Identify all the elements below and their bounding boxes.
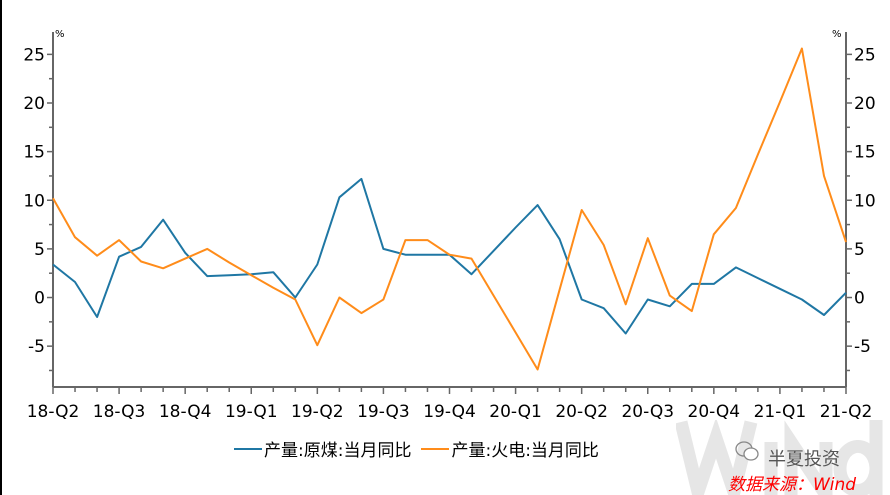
left-y-tick-label: 5 <box>34 240 45 260</box>
left-y-tick-label: 20 <box>23 94 45 114</box>
legend-swatch-coal <box>234 447 262 450</box>
brand-label: 半夏投资 <box>768 449 840 470</box>
x-tick-label: 21-Q1 <box>754 402 807 422</box>
x-tick-label: 19-Q4 <box>423 402 476 422</box>
left-y-tick-label: -5 <box>28 337 45 357</box>
x-tick-label: 19-Q3 <box>357 402 410 422</box>
legend: 产量:原煤:当月同比 产量:火电:当月同比 <box>234 436 609 461</box>
left-y-tick-label: 0 <box>34 289 45 309</box>
x-tick-label: 19-Q2 <box>291 402 344 422</box>
legend-label-coal: 产量:原煤:当月同比 <box>264 441 412 461</box>
right-y-tick-label: 20 <box>854 94 876 114</box>
left-y-tick-label: 10 <box>23 191 45 211</box>
left-y-unit: % <box>55 29 65 40</box>
legend-item-thermal: 产量:火电:当月同比 <box>421 436 599 461</box>
legend-item-coal: 产量:原煤:当月同比 <box>234 436 411 461</box>
x-tick-label: 19-Q1 <box>225 402 278 422</box>
legend-label-thermal: 产量:火电:当月同比 <box>451 441 599 461</box>
frame-border <box>0 0 2 495</box>
x-tick-label: 18-Q3 <box>93 402 146 422</box>
x-tick-label: 18-Q4 <box>159 402 212 422</box>
legend-swatch-thermal <box>421 447 450 450</box>
right-y-unit: % <box>832 29 842 40</box>
right-y-tick-label: 15 <box>854 143 876 163</box>
source-note: 数据来源：Wind <box>728 475 857 495</box>
left-y-tick-label: 15 <box>23 143 45 163</box>
x-tick-label: 18-Q2 <box>27 402 80 422</box>
right-y-tick-label: 25 <box>854 45 876 65</box>
x-tick-label: 20-Q3 <box>621 402 674 422</box>
right-y-tick-label: 10 <box>854 191 876 211</box>
x-tick-label: 21-Q2 <box>820 402 873 422</box>
x-tick-label: 20-Q2 <box>555 402 608 422</box>
x-tick-label: 20-Q1 <box>489 402 542 422</box>
wind-watermark-logo <box>676 420 883 495</box>
right-y-tick-label: 0 <box>854 289 865 309</box>
right-y-tick-label: 5 <box>854 240 865 260</box>
left-y-tick-label: 25 <box>23 45 45 65</box>
x-tick-label: 20-Q4 <box>688 402 741 422</box>
right-y-tick-label: -5 <box>854 337 871 357</box>
wechat-icon <box>735 441 759 461</box>
series-line-1 <box>52 47 847 371</box>
series-line-0 <box>52 177 847 335</box>
